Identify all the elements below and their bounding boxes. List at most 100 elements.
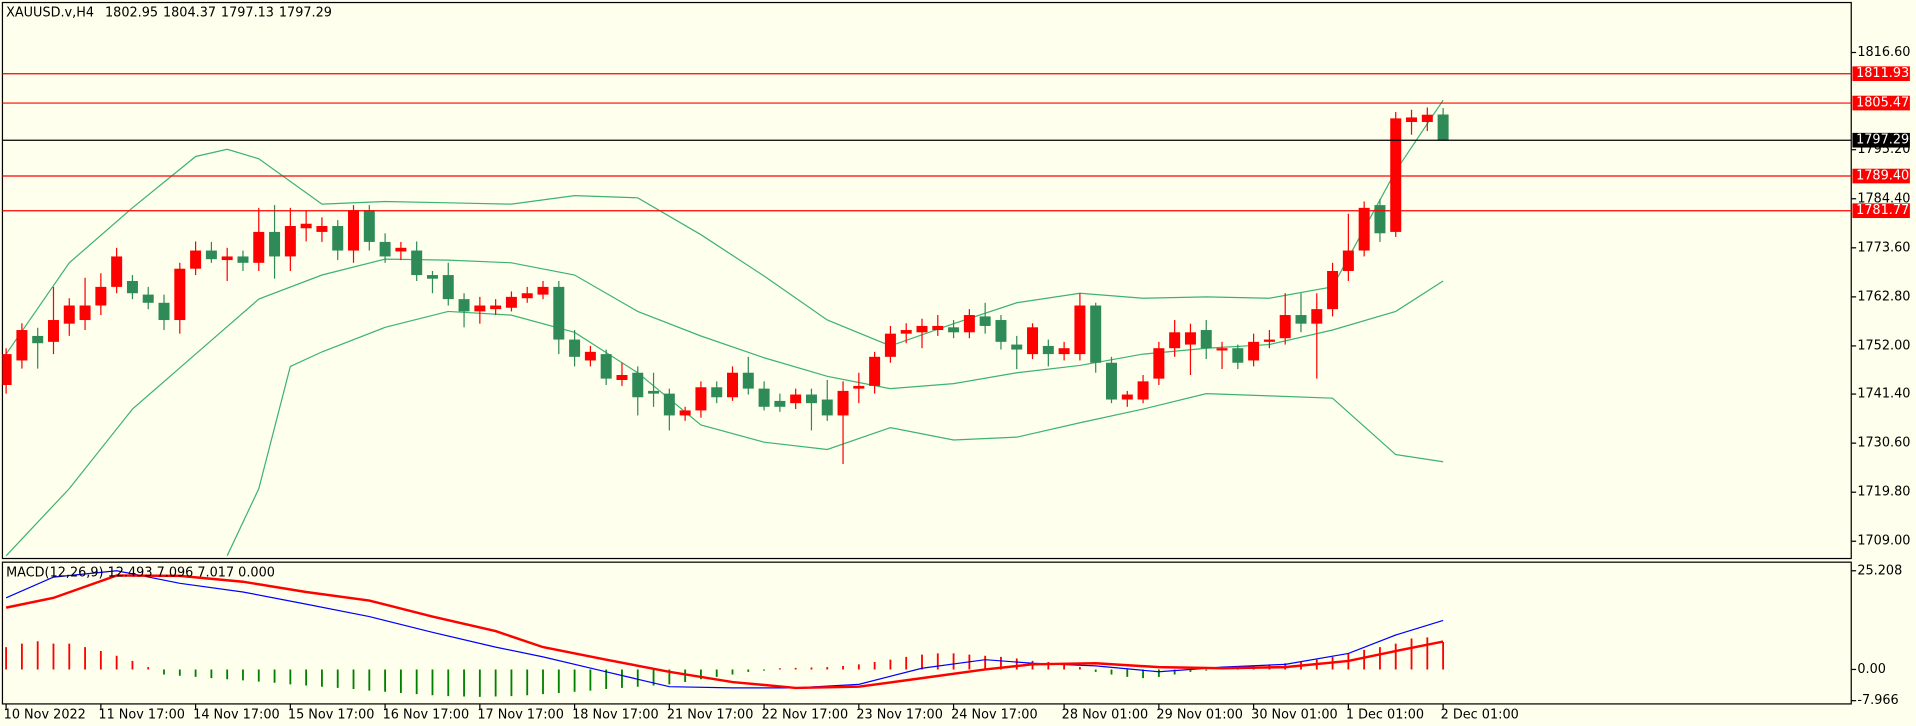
candle-body [1311,309,1323,324]
x-tick-label: 14 Nov 17:00 [193,707,279,722]
candle-body [742,372,754,389]
candle-body [884,333,896,357]
candle-body [1342,250,1354,271]
x-tick-label: 1 Dec 01:00 [1346,707,1424,722]
candle-body [821,399,833,416]
candle-body [221,256,233,261]
y-tick-label: -7.966 [1857,693,1898,708]
candle-body [569,339,581,357]
candle-body [1279,315,1291,339]
x-tick-label: 28 Nov 01:00 [1062,707,1148,722]
candle-body [995,320,1007,342]
last-open: 1802.95 [105,5,158,20]
candle-body [237,256,249,263]
x-tick-label: 15 Nov 17:00 [288,707,374,722]
candle-body [190,250,202,269]
candle-body [269,231,281,257]
candle-body [395,247,407,252]
candle-body [253,231,265,263]
y-tick-label: 1773.60 [1857,240,1910,255]
x-tick-label: 18 Nov 17:00 [572,707,658,722]
candle-body [805,394,817,404]
x-tick-label: 29 Nov 01:00 [1156,707,1242,722]
price-level-tag [1852,203,1910,219]
candle-body [442,275,454,300]
last-low: 1797.13 [221,5,274,20]
candle-body [663,393,675,416]
candle-body [963,315,975,333]
candle-body [948,327,960,333]
candle-body [695,387,707,411]
candle-body [1406,117,1418,122]
bollinger-band [5,258,1444,557]
candle-body [916,325,928,333]
candle-body [1153,348,1165,379]
price-panel-frame [1,1,1852,560]
symbol: XAUUSD.v,H4 [6,5,94,20]
price-level-label: 1789.40 [1856,169,1909,184]
candle-body [1027,327,1039,355]
candle-body [458,299,470,312]
x-tick-label: 21 Nov 17:00 [667,707,753,722]
candle-body [932,325,944,331]
candle-body [379,241,391,257]
signal-line [5,574,1444,690]
candle-body [1358,207,1370,251]
y-tick-label: 0.00 [1857,662,1886,677]
price-level-label: 1811.93 [1856,66,1909,81]
last-high: 1804.37 [163,5,216,20]
candle-body [1200,330,1212,349]
candle-body [758,388,770,407]
bollinger-band [5,99,1444,355]
candle-body [426,275,438,279]
candle-body [1437,114,1449,141]
candle-body [1074,305,1086,355]
candle-body [1058,348,1070,355]
candle-body [837,390,849,416]
candle-body [16,330,28,361]
candle-body [869,356,881,386]
candle-body [537,286,549,295]
candle-body [1011,344,1023,350]
candle-body [142,294,154,303]
candle-body [632,372,644,398]
y-tick-label: 1762.80 [1857,289,1910,304]
candle-body [348,210,360,251]
y-tick-label: 1752.00 [1857,338,1910,353]
candle-body [679,410,691,416]
candle-body [332,226,344,251]
x-tick-label: 23 Nov 17:00 [856,707,942,722]
candle-body [300,223,312,229]
candle-body [174,268,186,321]
candle-body [1042,345,1054,355]
candle-body [1184,332,1196,345]
x-tick-label: 16 Nov 17:00 [383,707,469,722]
candle-body [1421,114,1433,122]
candle-body [553,286,565,340]
candle-body [79,305,91,321]
candle-body [1232,348,1244,363]
y-tick-label: 1709.00 [1857,534,1910,549]
y-tick-label: 1741.40 [1857,387,1910,402]
candle-body [790,394,802,404]
bollinger-band [226,310,1444,557]
candle-body [727,372,739,398]
x-tick-label: 22 Nov 17:00 [762,707,848,722]
candle-body [505,296,517,308]
price-level-label: 1797.29 [1856,133,1909,148]
candle-body [2,354,12,385]
candle-body [284,226,296,257]
candle-body [900,330,912,334]
candle-body [411,250,423,276]
x-tick-label: 2 Dec 01:00 [1441,707,1519,722]
candle-body [521,293,533,299]
price-level-tag [1852,168,1910,184]
candle-body [1216,348,1228,351]
candle-body [1390,118,1402,232]
candle-body [648,390,660,394]
candle-body [1263,339,1275,342]
candle-body [1169,332,1181,349]
